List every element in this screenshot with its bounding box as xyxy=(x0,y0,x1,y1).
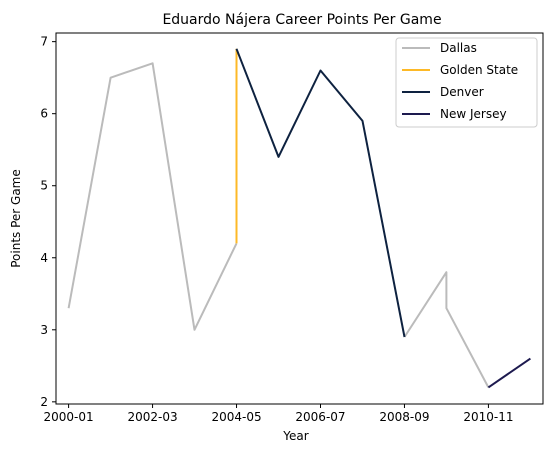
chart-title: Eduardo Nájera Career Points Per Game xyxy=(162,12,441,28)
y-tick-label: 2 xyxy=(40,395,48,409)
y-axis-ticks: 2 3 4 5 6 7 xyxy=(40,35,56,409)
y-tick-label: 4 xyxy=(40,251,48,265)
x-tick-label: 2000-01 xyxy=(44,410,94,424)
legend-label: Dallas xyxy=(440,41,477,55)
legend-label: Denver xyxy=(440,85,484,99)
series-line-0 xyxy=(67,62,238,331)
x-tick-label: 2008-09 xyxy=(379,410,429,424)
series-line-1 xyxy=(403,271,490,388)
legend-label: Golden State xyxy=(440,63,518,77)
x-axis-ticks: 2000-01 2002-03 2004-05 2006-07 2008-09 2010-… xyxy=(44,404,513,424)
y-tick-label: 5 xyxy=(40,179,48,193)
y-axis-label: Points Per Game xyxy=(9,169,23,268)
y-tick-label: 3 xyxy=(40,323,48,337)
x-tick-label: 2004-05 xyxy=(211,410,261,424)
legend: Dallas Golden State Denver New Jersey xyxy=(395,37,538,128)
x-tick-label: 2006-07 xyxy=(295,410,345,424)
x-axis-label: Year xyxy=(282,429,308,443)
plot-lines xyxy=(67,48,531,389)
y-tick-label: 6 xyxy=(40,107,48,121)
plot-frame xyxy=(55,32,544,405)
series-line-3 xyxy=(235,48,406,338)
y-tick-label: 7 xyxy=(40,35,48,49)
legend-label: New Jersey xyxy=(440,107,507,121)
x-tick-label: 2010-11 xyxy=(463,410,513,424)
series-line-4 xyxy=(487,357,531,389)
x-tick-label: 2002-03 xyxy=(127,410,177,424)
legend-box xyxy=(395,37,538,128)
